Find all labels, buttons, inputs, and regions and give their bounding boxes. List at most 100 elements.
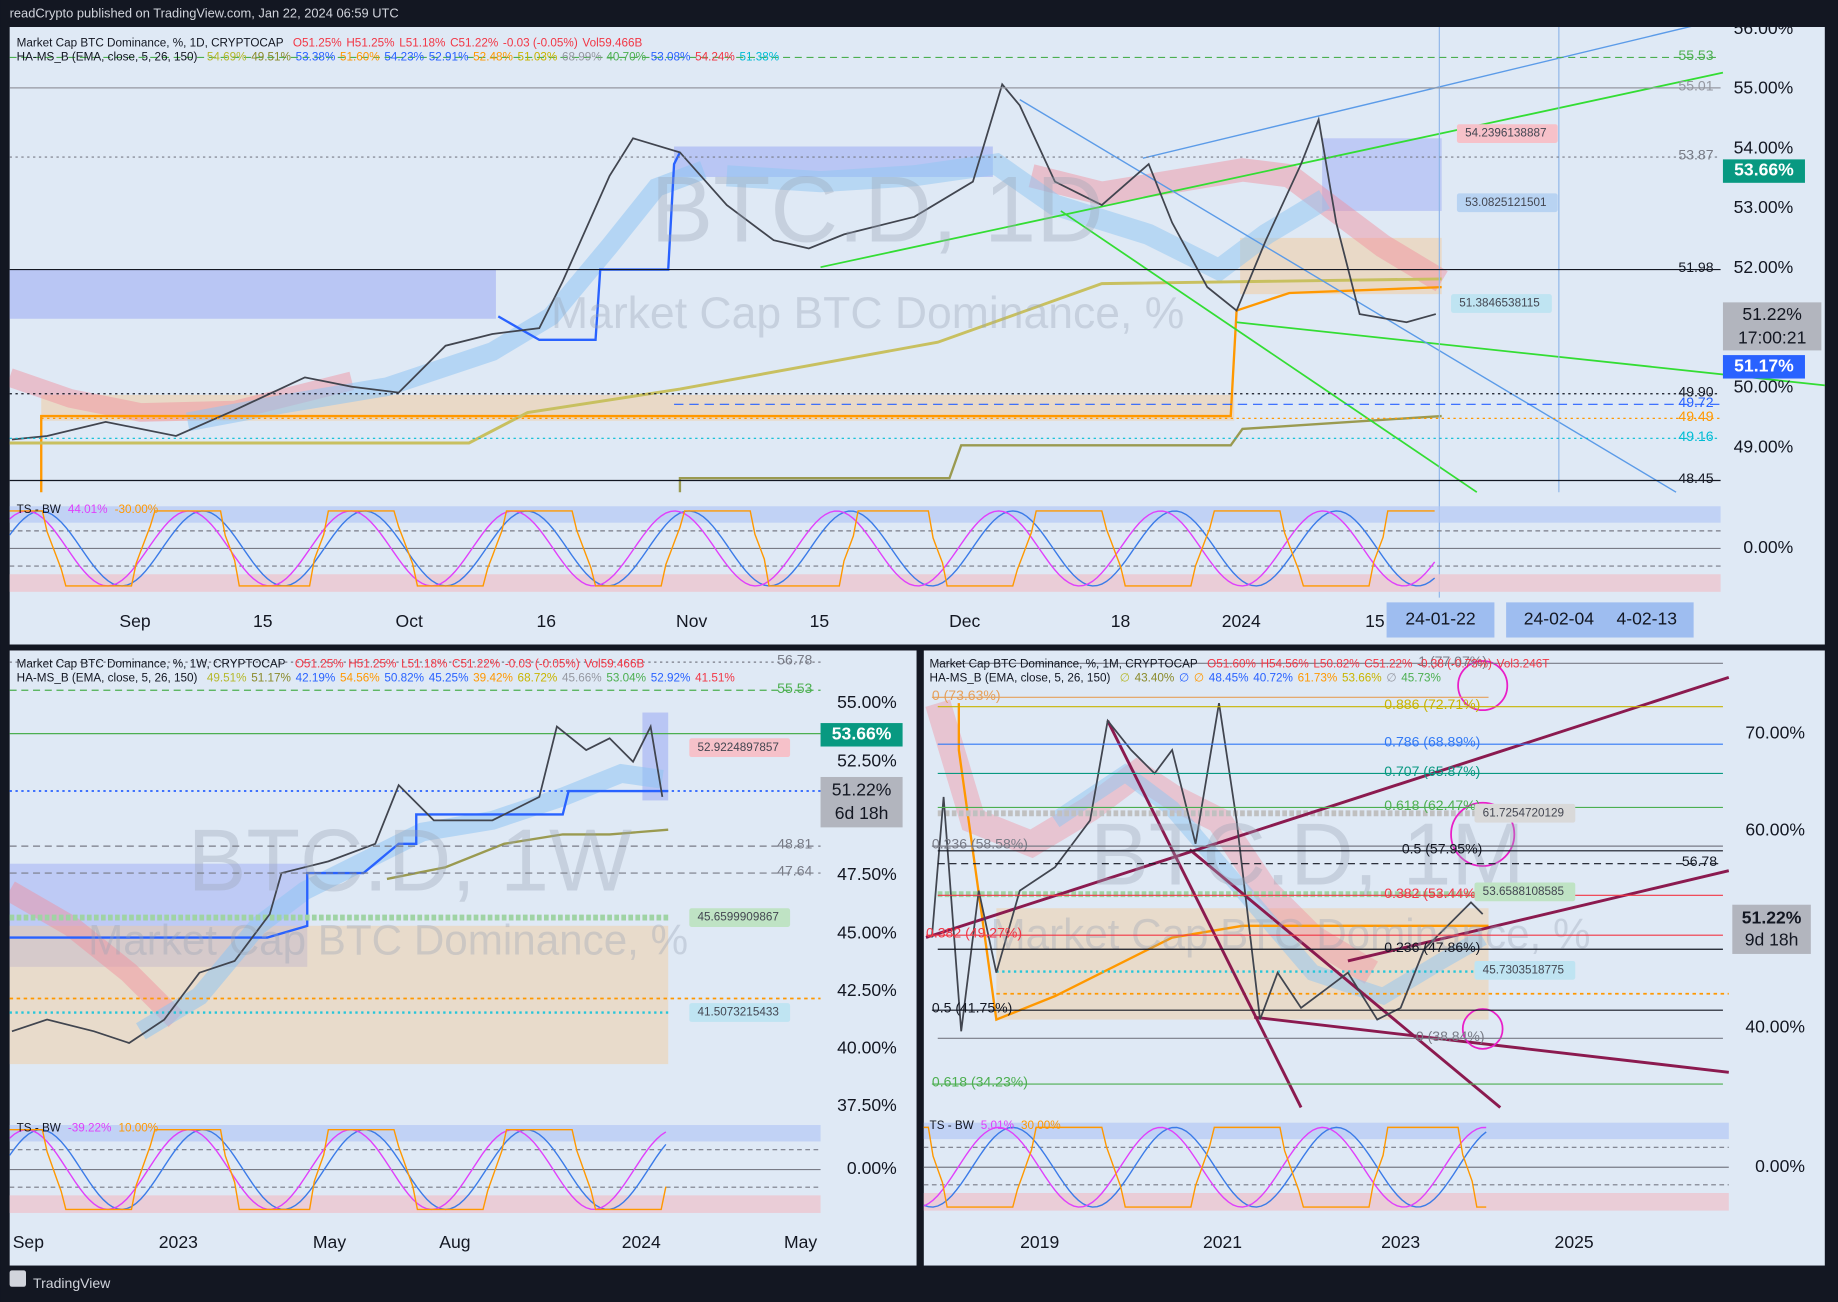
level-label: 53.87 [1678, 147, 1713, 163]
osc-legend: TS - BW 5.01% 30.00% [930, 1119, 1061, 1132]
level-label: 49.90 [1678, 383, 1713, 399]
price-tag-label: 51.17% [1734, 355, 1794, 375]
level-label: 56.78 [1682, 853, 1717, 869]
legend-symbol: Market Cap BTC Dominance, %, 1D, CRYPTOC… [17, 36, 284, 49]
trend-line [1060, 210, 1478, 493]
date-mark-label: 24-02-04 [1524, 609, 1595, 629]
osc-legend: TS - BW 44.01% -30.00% [17, 503, 159, 516]
price-axis-label: 55.00% [1734, 78, 1794, 98]
price-tag [1722, 302, 1822, 351]
legend-indicator-value: 53.08% [651, 51, 691, 64]
time-axis-label: 2023 [1381, 1232, 1420, 1252]
trend-line [1188, 848, 1502, 1109]
level-label: 0.5 (41.75%) [932, 1000, 1012, 1016]
box-label: 54.2396138887 [1465, 127, 1546, 140]
legend-ohlc: H54.56% [1261, 658, 1309, 671]
level-label: 0.618 (34.23%) [932, 1074, 1028, 1090]
price-tag-label: 51.22% [1742, 907, 1802, 927]
legend-indicator-value: 40.72% [1253, 672, 1293, 685]
legend-indicator-value: 41.51% [695, 672, 735, 685]
osc-value: -30.00% [115, 503, 159, 516]
time-axis-label: Sep [13, 1232, 44, 1252]
ribbon [185, 161, 707, 432]
price-tag-label: 51.22% [1742, 304, 1802, 324]
price-tag [1722, 355, 1805, 379]
osc-band [9, 574, 1721, 592]
step-line [386, 828, 669, 881]
legend-ohlc: -0.38 (-0.73%) [1417, 658, 1492, 671]
box-label-bg [689, 908, 791, 927]
legend-ohlc: L51.18% [401, 658, 447, 671]
price-axis-label: 45.00% [837, 923, 897, 943]
time-axis-label: Aug [439, 1232, 470, 1252]
legend-indicator-value: 52.92% [651, 672, 691, 685]
osc-wave [9, 510, 1436, 587]
footer-brand: TradingView [33, 1275, 111, 1291]
osc-axis-label: 0.00% [847, 1158, 897, 1178]
ribbon [1050, 763, 1487, 1006]
legend-indicator-value: 51.17% [251, 672, 291, 685]
price-tag [820, 776, 903, 828]
legend-indicator-value: 45.73% [1401, 672, 1441, 685]
box-label-bg [1456, 124, 1558, 143]
legend-indicator-value: 51.03% [518, 51, 558, 64]
osc-axis-label: 0.00% [1755, 1156, 1805, 1176]
level-label: 0.236 (47.86%) [1384, 939, 1480, 955]
trend-line [1142, 26, 1692, 159]
legend-ohlc: L50.82% [1313, 658, 1359, 671]
time-axis-label: 2019 [1020, 1232, 1059, 1252]
step-line [678, 414, 1442, 493]
legend-indicator-value: 45.66% [562, 672, 602, 685]
date-mark-label: 4-02-13 [1616, 609, 1677, 629]
legend-line: Market Cap BTC Dominance, %, 1M, CRYPTOC… [930, 658, 1550, 671]
price-tag [1722, 159, 1805, 183]
time-axis-label: 18 [1111, 611, 1131, 631]
watermark: BTC.D, 1D [651, 157, 1104, 262]
legend-indicator-value: 53.66% [1342, 672, 1382, 685]
price-axis-label: 37.50% [837, 1095, 897, 1115]
osc-wave [9, 510, 1435, 587]
ribbon [136, 763, 664, 1040]
legend-ohlc: O51.60% [1207, 658, 1256, 671]
ribbon [726, 153, 1330, 282]
watermark: Market Cap BTC Dominance, % [88, 917, 688, 964]
zone [9, 269, 496, 319]
level-label: 0.886 (72.71%) [1384, 696, 1480, 712]
box-label: 61.7254720129 [1483, 806, 1564, 819]
date-mark-label: 24-01-22 [1405, 609, 1475, 629]
legend-ohlc: C51.22% [450, 36, 498, 49]
price-axis-label: 47.50% [837, 864, 897, 884]
legend-indicator-value: 54.23% [384, 51, 424, 64]
price-tag-label: 53.66% [1734, 160, 1794, 180]
price-tag [1732, 904, 1811, 954]
osc-name: TS - BW [17, 1122, 61, 1135]
legend-indicator-value: 43.40% [1135, 672, 1175, 685]
box-label-bg [689, 1003, 791, 1022]
panel-overlay: BTC.D, 1D Market Cap BTC Dominance, % 55.5… [9, 47, 1721, 592]
level-label: 47.64 [777, 863, 812, 879]
highlight-circle [1457, 660, 1509, 712]
brand-logo [9, 1270, 26, 1287]
legend-indicator-value: 39.42% [473, 672, 513, 685]
legend-indicator-value: 40.70% [606, 51, 646, 64]
legend-indicator-value: 54.69% [207, 51, 247, 64]
level-label: 1 (77.07%) [1418, 653, 1487, 669]
legend-indicator-value: 51.38% [740, 51, 780, 64]
box-label: 53.0825121501 [1465, 196, 1546, 209]
level-label: 55.01 [1678, 77, 1713, 93]
step-line [957, 703, 1489, 1022]
legend-indicator-value: 68.72% [518, 672, 558, 685]
price-line [11, 723, 664, 1044]
watermark: BTC.D, 1W [188, 810, 632, 909]
price-tag-label: 6d 18h [835, 803, 889, 823]
legend-ohlc: H51.25% [346, 36, 394, 49]
level-label: 0.707 (65.87%) [1384, 763, 1480, 779]
level-label: 0.5 (57.95%) [1402, 840, 1482, 856]
price-tag-label: 17:00:21 [1738, 327, 1806, 347]
box-label-bg [1474, 960, 1576, 980]
box-label: 41.5073215433 [698, 1006, 779, 1019]
legend-indicator-value: 45.25% [429, 672, 469, 685]
box-label-bg [1456, 193, 1558, 213]
price-axis-label: 42.50% [837, 980, 897, 1000]
